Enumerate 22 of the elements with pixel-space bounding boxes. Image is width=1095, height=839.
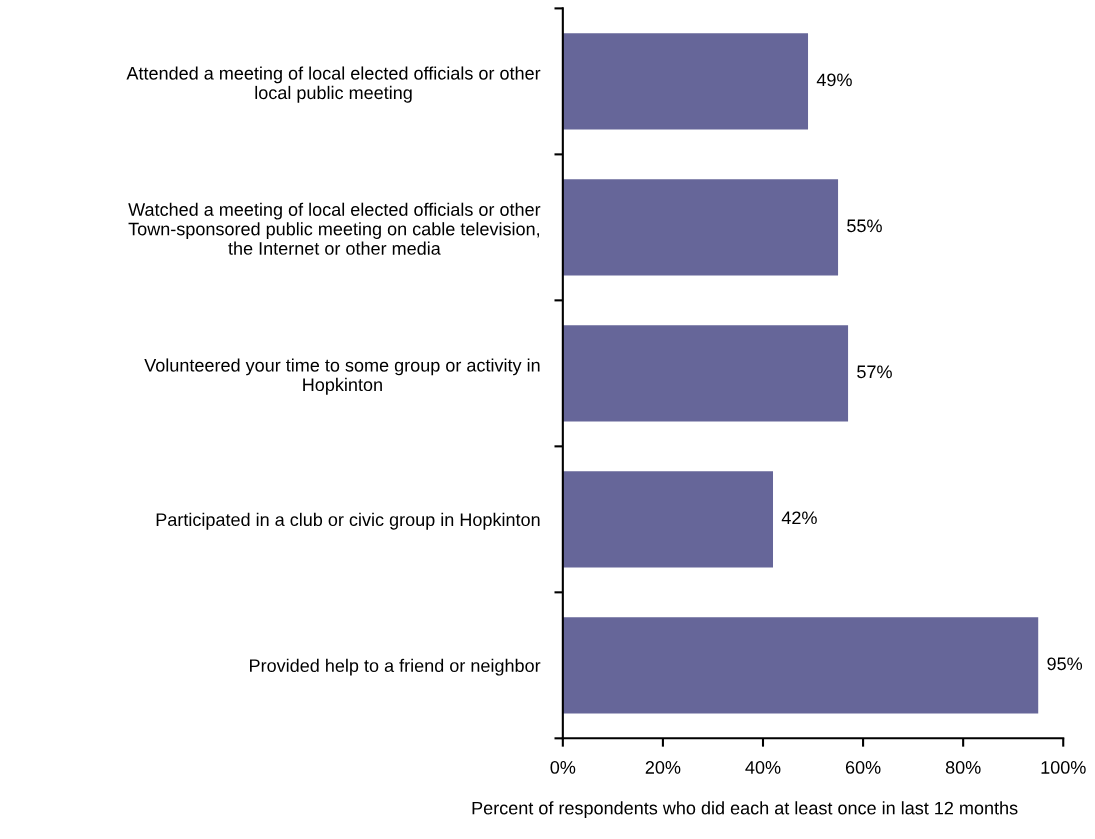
x-tick-label: 100% bbox=[1041, 761, 1086, 774]
data-label: 95% bbox=[1047, 657, 1083, 671]
x-tick-label: 80% bbox=[945, 761, 981, 774]
x-tick-label: 60% bbox=[845, 761, 881, 774]
y-tick-label: Watched a meeting of local elected officials or other Town-sponsored public meeting on cable television, the Internet or other media bbox=[128, 202, 541, 255]
bar bbox=[562, 179, 839, 276]
data-label: 57% bbox=[857, 365, 892, 379]
x-tick-label: 0% bbox=[550, 761, 576, 774]
x-axis-title: Percent of respondents who did each at least once in last 12 months bbox=[472, 801, 1018, 819]
data-label: 49% bbox=[816, 73, 852, 87]
x-tick-label: 40% bbox=[745, 761, 781, 774]
y-tick-label: Attended a meeting of local elected officials or other local public meeting bbox=[126, 66, 541, 103]
x-tick-label: 20% bbox=[645, 761, 681, 774]
data-label: 55% bbox=[847, 219, 882, 233]
y-tick-label: Participated in a club or civic group in Hopkinton bbox=[156, 512, 540, 530]
y-tick-label: Volunteered your time to some group or activity in Hopkinton bbox=[144, 358, 540, 395]
bar bbox=[562, 33, 809, 130]
bar bbox=[562, 325, 849, 422]
bar bbox=[562, 617, 1039, 714]
y-tick-label: Provided help to a friend or neighbor bbox=[250, 658, 541, 676]
bar bbox=[562, 471, 773, 568]
data-label: 42% bbox=[781, 511, 817, 525]
